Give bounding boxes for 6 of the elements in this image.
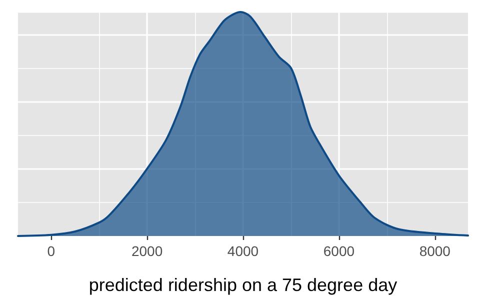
x-tick-label: 2000: [131, 243, 163, 259]
x-tick-label: 0: [47, 243, 56, 259]
x-tick-label: 8000: [419, 243, 451, 259]
x-tick-label: 6000: [323, 243, 355, 259]
x-axis-title: predicted ridership on a 75 degree day: [88, 275, 398, 295]
x-tick-label: 4000: [227, 243, 259, 259]
